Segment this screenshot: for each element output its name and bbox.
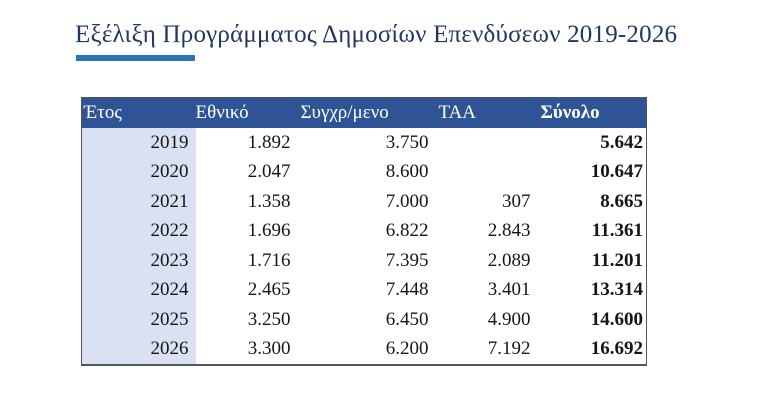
cell-taa: 7.192	[487, 338, 531, 360]
table-row: 2026 3.300 6.200 7.192 16.692	[81, 334, 647, 365]
cell-year: 2023	[81, 246, 196, 276]
cell-total: 10.647	[590, 161, 643, 183]
cell-taa: 3.401	[487, 279, 531, 301]
cell-year: 2022	[81, 216, 196, 246]
table-row: 2019 1.892 3.750 5.642	[81, 128, 647, 158]
cell-total: 13.314	[590, 279, 643, 301]
cell-cofinanced: 6.822	[385, 220, 429, 242]
investment-program-table: Έτος Εθνικό Συγχρ/μενο ΤΑΑ Σύνολο 2019 1…	[81, 97, 647, 366]
cell-total: 11.361	[591, 220, 643, 242]
page-title: Εξέλιξη Προγράμματος Δημοσίων Επενδύσεων…	[75, 21, 678, 48]
cell-year: 2025	[81, 305, 196, 335]
cell-national: 3.250	[247, 308, 291, 330]
cell-year: 2024	[81, 275, 196, 305]
table-row: 2025 3.250 6.450 4.900 14.600	[81, 305, 647, 335]
cell-taa	[439, 128, 541, 158]
cell-year: 2026	[81, 334, 196, 365]
cell-national: 3.300	[247, 338, 291, 360]
cell-cofinanced: 6.200	[385, 338, 429, 360]
column-header-total: Σύνολο	[540, 97, 647, 128]
cell-national: 1.358	[247, 190, 291, 212]
cell-year: 2021	[81, 187, 196, 217]
cell-taa: 307	[502, 190, 531, 212]
table-row: 2023 1.716 7.395 2.089 11.201	[81, 246, 647, 276]
cell-total: 14.600	[590, 308, 643, 330]
cell-taa: 2.089	[487, 249, 531, 271]
cell-national: 1.716	[247, 249, 291, 271]
cell-national: 1.696	[247, 220, 291, 242]
table-row: 2022 1.696 6.822 2.843 11.361	[81, 216, 647, 246]
table-header-row: Έτος Εθνικό Συγχρ/μενο ΤΑΑ Σύνολο	[81, 97, 647, 128]
cell-national: 2.465	[247, 279, 291, 301]
cell-cofinanced: 3.750	[385, 131, 429, 153]
cell-national: 1.892	[247, 131, 291, 153]
cell-total: 8.665	[600, 190, 643, 212]
column-header-national: Εθνικό	[195, 97, 301, 128]
table-row: 2021 1.358 7.000 307 8.665	[81, 187, 647, 217]
cell-year: 2020	[81, 157, 196, 187]
cell-cofinanced: 8.600	[385, 161, 429, 183]
column-header-year: Έτος	[81, 97, 196, 128]
cell-taa	[439, 158, 541, 188]
cell-cofinanced: 7.395	[385, 249, 429, 271]
cell-total: 5.642	[600, 131, 643, 153]
cell-year: 2019	[81, 128, 196, 158]
cell-cofinanced: 6.450	[385, 308, 429, 330]
cell-cofinanced: 7.448	[385, 279, 429, 301]
cell-national: 2.047	[247, 161, 291, 183]
column-header-cofinanced: Συγχρ/μενο	[300, 97, 439, 128]
table-row: 2020 2.047 8.600 10.647	[81, 157, 647, 188]
cell-total: 16.692	[590, 338, 643, 360]
cell-taa: 2.843	[487, 220, 531, 242]
column-header-taa: ΤΑΑ	[438, 97, 541, 128]
cell-taa: 4.900	[487, 308, 531, 330]
title-underline-bar	[76, 55, 195, 61]
table-row: 2024 2.465 7.448 3.401 13.314	[81, 275, 647, 305]
cell-cofinanced: 7.000	[385, 190, 429, 212]
cell-total: 11.201	[591, 249, 643, 271]
